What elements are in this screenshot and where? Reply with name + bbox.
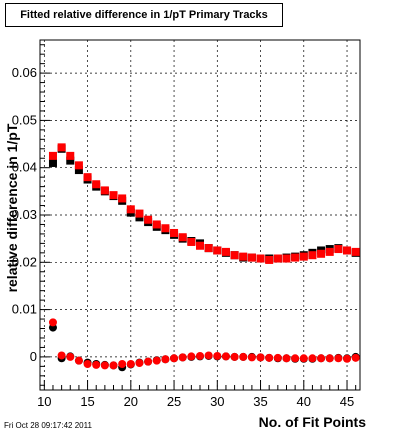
square-marker-1	[161, 224, 170, 233]
circle-marker-3	[239, 352, 248, 361]
square-marker-1	[57, 143, 66, 152]
grid-lines	[40, 40, 360, 390]
y-tick-label: 0	[30, 349, 37, 364]
chart-title: Fitted relative difference in 1/pT Prima…	[20, 9, 268, 21]
circle-marker-3	[83, 359, 92, 368]
x-tick-label: 25	[167, 394, 181, 409]
x-tick-label: 10	[37, 394, 51, 409]
square-marker-1	[204, 244, 213, 253]
circle-marker-3	[204, 351, 213, 360]
y-tick-label: 0.06	[12, 65, 37, 80]
circle-marker-3	[109, 361, 118, 370]
circle-marker-3	[256, 353, 265, 362]
square-marker-1	[83, 173, 92, 182]
square-marker-1	[48, 151, 57, 160]
circle-marker-3	[317, 354, 326, 363]
y-tick-label: 0.03	[12, 207, 37, 222]
circle-marker-3	[265, 353, 274, 362]
circle-marker-3	[170, 354, 179, 363]
square-marker-1	[291, 253, 300, 262]
circle-marker-3	[48, 318, 57, 327]
circle-marker-3	[100, 361, 109, 370]
circle-marker-3	[334, 354, 343, 363]
circle-marker-3	[351, 353, 360, 362]
square-marker-1	[221, 247, 230, 256]
x-tick-label: 35	[253, 394, 267, 409]
square-marker-1	[239, 252, 248, 261]
circle-marker-3	[213, 351, 222, 360]
circle-marker-3	[299, 354, 308, 363]
square-marker-1	[317, 249, 326, 258]
square-marker-1	[247, 253, 256, 262]
square-marker-1	[299, 252, 308, 261]
x-tick-label: 45	[340, 394, 354, 409]
y-tick-label: 0.05	[12, 112, 37, 127]
circle-marker-3	[221, 352, 230, 361]
circle-marker-3	[196, 351, 204, 360]
circle-marker-3	[308, 354, 317, 363]
circle-marker-3	[187, 352, 196, 361]
square-marker-0	[48, 158, 57, 167]
square-marker-1	[230, 251, 239, 260]
square-marker-1	[126, 205, 135, 214]
timestamp-footer: Fri Oct 28 09:17:42 2011	[4, 421, 92, 430]
square-marker-1	[100, 186, 109, 195]
x-tick-label: 40	[297, 394, 311, 409]
x-axis-label: No. of Fit Points	[259, 414, 367, 430]
square-marker-1	[308, 251, 317, 260]
square-marker-1	[187, 237, 196, 246]
circle-marker-3	[161, 355, 170, 364]
circle-marker-3	[74, 356, 83, 365]
square-marker-1	[135, 209, 144, 218]
square-marker-1	[325, 247, 334, 256]
square-marker-0	[74, 166, 83, 175]
square-marker-1	[351, 247, 360, 256]
axis-ticks: 10 15 20 25 30 35 40 45 0 0.01 0.02 0.03 0.04 0.05 0.0…	[12, 44, 357, 409]
chart-title-box: Fitted relative difference in 1/pT Prima…	[5, 3, 283, 27]
circle-marker-3	[178, 353, 187, 362]
square-marker-1	[92, 180, 101, 189]
circle-marker-3	[343, 354, 352, 363]
circle-marker-3	[282, 354, 291, 363]
x-tick-label: 20	[124, 394, 138, 409]
circle-marker-3	[291, 354, 300, 363]
square-marker-1	[152, 220, 161, 229]
circle-marker-3	[325, 354, 334, 363]
x-tick-label: 30	[210, 394, 224, 409]
square-marker-1	[213, 246, 222, 255]
square-marker-1	[196, 241, 204, 250]
circle-marker-3	[152, 356, 161, 365]
square-marker-0	[66, 156, 75, 165]
square-marker-1	[109, 191, 118, 200]
circle-marker-3	[57, 351, 66, 360]
x-tick-label: 15	[80, 394, 94, 409]
data-marks	[48, 143, 360, 372]
circle-marker-3	[135, 359, 144, 368]
y-tick-label: 0.02	[12, 254, 37, 269]
square-marker-1	[282, 254, 291, 263]
circle-marker-3	[230, 352, 239, 361]
square-marker-1	[343, 246, 352, 255]
square-marker-1	[118, 194, 127, 203]
square-marker-1	[334, 245, 343, 254]
square-marker-1	[273, 254, 282, 263]
circle-marker-3	[273, 353, 282, 362]
circle-marker-3	[92, 360, 101, 369]
circle-marker-3	[247, 353, 256, 362]
circle-marker-3	[126, 359, 135, 368]
square-marker-1	[256, 254, 265, 263]
circle-marker-3	[144, 357, 153, 366]
square-marker-1	[178, 233, 187, 242]
square-marker-1	[144, 215, 153, 224]
square-marker-1	[265, 255, 274, 264]
square-marker-1	[74, 161, 83, 170]
y-axis-label: relative difference in 1/pT	[4, 123, 20, 292]
y-tick-label: 0.04	[12, 160, 37, 175]
circle-marker-3	[66, 352, 75, 361]
circle-marker-3	[118, 359, 127, 368]
square-marker-1	[66, 151, 75, 160]
square-marker-1	[170, 228, 179, 237]
y-tick-label: 0.01	[12, 302, 37, 317]
